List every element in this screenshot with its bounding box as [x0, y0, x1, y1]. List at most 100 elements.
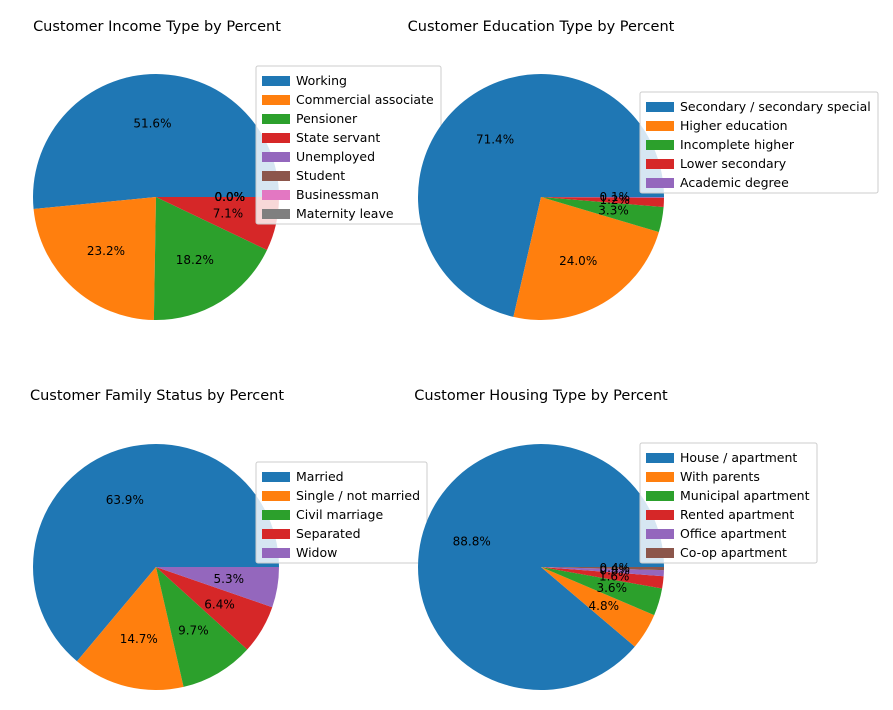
legend-swatch-businessman [262, 190, 290, 200]
percent-label-student: 0.0% [215, 190, 246, 204]
percent-label-working: 51.6% [133, 116, 171, 130]
chart-title: Customer Income Type by Percent [33, 19, 281, 35]
percent-label-with-parents: 4.8% [589, 599, 620, 613]
legend-label-married: Married [296, 469, 344, 484]
legend-swatch-co-op-apartment [646, 548, 674, 558]
legend-swatch-incomplete-higher [646, 140, 674, 150]
legend-label-widow: Widow [296, 545, 337, 560]
pie-percent-labels: 71.4% 24.0% 3.3%1.2%0.1% [476, 132, 630, 268]
legend-box [255, 461, 428, 564]
legend-box [639, 91, 879, 194]
housing-type-pie-chart: Customer Housing Type by Percent 88.8% 4.8… [414, 388, 818, 691]
percent-label-civil-marriage: 9.7% [178, 624, 209, 638]
legend-swatch-rented-apartment [646, 510, 674, 520]
percent-label-businessman: 0.0% [215, 190, 246, 204]
legend-label-commercial-associate: Commercial associate [296, 92, 434, 107]
percent-label-widow: 5.3% [214, 572, 245, 586]
legend-label-rented-apartment: Rented apartment [680, 507, 794, 522]
wedge-rented-apartment [541, 567, 664, 589]
legend-box [639, 442, 818, 564]
legend-swatch-married [262, 472, 290, 482]
chart-title: Customer Education Type by Percent [408, 19, 675, 35]
legend-swatch-widow [262, 548, 290, 558]
legend-label-maternity-leave: Maternity leave [296, 206, 394, 221]
percent-label-office-apartment: 0.8% [599, 564, 630, 578]
wedge-state-servant [156, 197, 279, 251]
legend-swatch-academic-degree [646, 178, 674, 188]
legend-swatch-working [262, 76, 290, 86]
pie-percent-labels: 51.6%23.2%18.2%7.1%0.0%0.0%0.0%0.0% [87, 116, 245, 266]
percent-label-rented-apartment: 1.6% [599, 569, 630, 583]
percent-label-pensioner: 18.2% [176, 253, 214, 267]
chart-title: Customer Family Status by Percent [30, 388, 284, 404]
legend: Secondary / secondary special Higher educ… [639, 91, 879, 194]
percent-label-municipal-apartment: 3.6% [596, 581, 627, 595]
legend-swatch-with-parents [646, 472, 674, 482]
legend-label-co-op-apartment: Co-op apartment [680, 545, 787, 560]
percent-label-co-op-apartment: 0.4% [600, 561, 631, 575]
wedge-house-apartment [417, 444, 664, 691]
legend-label-businessman: Businessman [296, 187, 379, 202]
wedge-separated [156, 567, 273, 650]
wedge-commercial-associate [33, 197, 156, 320]
legend-swatch-pensioner [262, 114, 290, 124]
pie-wedges [417, 74, 665, 321]
education-type-pie-chart: Customer Education Type by Percent 71.4% 2… [408, 19, 879, 321]
pie-percent-labels: 88.8% 4.8% 3.6%1.6%0.8%0.4% [453, 535, 630, 613]
wedge-office-apartment [541, 567, 664, 577]
legend-label-single-not-married: Single / not married [296, 488, 420, 503]
percent-label-single-not-married: 14.7% [120, 632, 158, 646]
percent-label-secondary-secondary-special: 71.4% [476, 132, 514, 146]
wedge-academic-degree [541, 197, 665, 198]
legend-swatch-lower-secondary [646, 159, 674, 169]
legend-swatch-maternity-leave [262, 209, 290, 219]
legend-label-academic-degree: Academic degree [680, 175, 789, 190]
legend-label-student: Student [296, 168, 345, 183]
legend-label-unemployed: Unemployed [296, 149, 375, 164]
legend-swatch-higher-education [646, 121, 674, 131]
legend-label-with-parents: With parents [680, 469, 760, 484]
pie-wedges [33, 74, 280, 320]
legend-label-working: Working [296, 73, 347, 88]
legend-label-office-apartment: Office apartment [680, 526, 787, 541]
legend-swatch-secondary-secondary-special [646, 102, 674, 112]
legend-swatch-state-servant [262, 133, 290, 143]
legend: House / apartment With parents Municipal a… [639, 442, 818, 564]
legend-swatch-commercial-associate [262, 95, 290, 105]
wedge-working [33, 74, 280, 209]
legend-label-pensioner: Pensioner [296, 111, 358, 126]
wedge-widow [156, 567, 279, 608]
legend-label-secondary-secondary-special: Secondary / secondary special [680, 99, 871, 114]
wedge-married [32, 444, 279, 662]
legend-swatch-single-not-married [262, 491, 290, 501]
legend: Married Single / not married Civil marriag… [255, 461, 428, 564]
legend-label-incomplete-higher: Incomplete higher [680, 137, 795, 152]
percent-label-commercial-associate: 23.2% [87, 244, 125, 258]
percent-label-lower-secondary: 1.2% [599, 193, 630, 207]
wedge-single-not-married [77, 567, 184, 691]
pie-wedges [417, 444, 664, 691]
legend-label-state-servant: State servant [296, 130, 380, 145]
percent-label-house-apartment: 88.8% [453, 535, 491, 549]
legend-swatch-student [262, 171, 290, 181]
percent-label-maternity-leave: 0.0% [215, 190, 246, 204]
legend-swatch-house-apartment [646, 453, 674, 463]
wedge-higher-education [513, 197, 659, 321]
legend-label-civil-marriage: Civil marriage [296, 507, 383, 522]
percent-label-separated: 6.4% [204, 598, 235, 612]
legend-label-lower-secondary: Lower secondary [680, 156, 787, 171]
legend-swatch-municipal-apartment [646, 491, 674, 501]
legend-label-separated: Separated [296, 526, 361, 541]
legend-swatch-unemployed [262, 152, 290, 162]
percent-label-unemployed: 0.0% [215, 190, 246, 204]
percent-label-incomplete-higher: 3.3% [598, 204, 629, 218]
wedge-pensioner [153, 197, 267, 320]
wedge-incomplete-higher [541, 197, 664, 233]
legend-swatch-separated [262, 529, 290, 539]
legend-swatch-civil-marriage [262, 510, 290, 520]
wedge-co-op-apartment [541, 567, 664, 571]
wedge-lower-secondary [541, 197, 664, 208]
percent-label-state-servant: 7.1% [213, 206, 244, 220]
chart-title: Customer Housing Type by Percent [414, 388, 668, 404]
